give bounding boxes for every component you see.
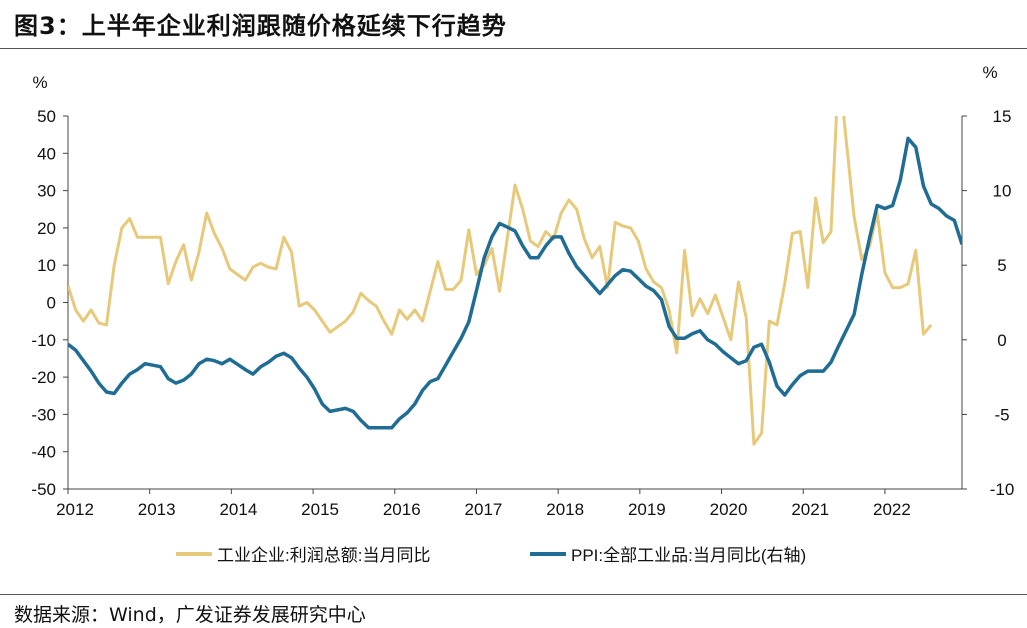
x-tick-label: 2012 xyxy=(56,500,94,519)
left-tick-label: 20 xyxy=(37,219,56,238)
right-tick-label: 10 xyxy=(993,182,1012,201)
ppi-series-line xyxy=(68,136,962,430)
x-tick-label: 2014 xyxy=(219,500,257,519)
left-tick-label: 0 xyxy=(47,294,56,313)
left-tick-label: 30 xyxy=(37,182,56,201)
source-rule xyxy=(0,594,1027,595)
profit-series-line xyxy=(68,116,933,446)
x-tick-label: 2013 xyxy=(138,500,176,519)
left-axis-unit: % xyxy=(32,73,47,92)
x-tick-label: 2018 xyxy=(546,500,584,519)
title-rule xyxy=(0,48,1027,49)
x-tick-label: 2015 xyxy=(301,500,339,519)
x-tick-label: 2017 xyxy=(465,500,503,519)
left-tick-label: -10 xyxy=(31,331,56,350)
right-tick-label: -5 xyxy=(994,405,1009,424)
left-tick-label: -30 xyxy=(31,405,56,424)
left-tick-label: 40 xyxy=(37,144,56,163)
legend-label-ppi: PPI:全部工业品:当月同比(右轴) xyxy=(571,546,806,565)
right-tick-label: 0 xyxy=(997,331,1006,350)
chart-title: 图3：上半年企业利润跟随价格延续下行趋势 xyxy=(14,12,507,40)
left-tick-label: -20 xyxy=(31,368,56,387)
left-tick-label: -40 xyxy=(31,443,56,462)
right-tick-label: -10 xyxy=(990,480,1015,499)
x-tick-label: 2019 xyxy=(628,500,666,519)
legend-label-profit: 工业企业:利润总额:当月同比 xyxy=(217,546,430,565)
chart-canvas: 50403020100-10-20-30-40-50%151050-5-10%2… xyxy=(31,63,1015,565)
left-tick-label: 10 xyxy=(37,256,56,275)
right-tick-label: 15 xyxy=(993,107,1012,126)
x-tick-label: 2020 xyxy=(710,500,748,519)
x-tick-label: 2021 xyxy=(791,500,829,519)
left-tick-label: 50 xyxy=(37,107,56,126)
right-tick-label: 5 xyxy=(997,256,1006,275)
x-tick-label: 2016 xyxy=(383,500,421,519)
source-note: 数据来源：Wind，广发证券发展研究中心 xyxy=(14,604,366,626)
right-axis-unit: % xyxy=(982,63,997,82)
x-tick-label: 2022 xyxy=(873,500,911,519)
left-tick-label: -50 xyxy=(31,480,56,499)
